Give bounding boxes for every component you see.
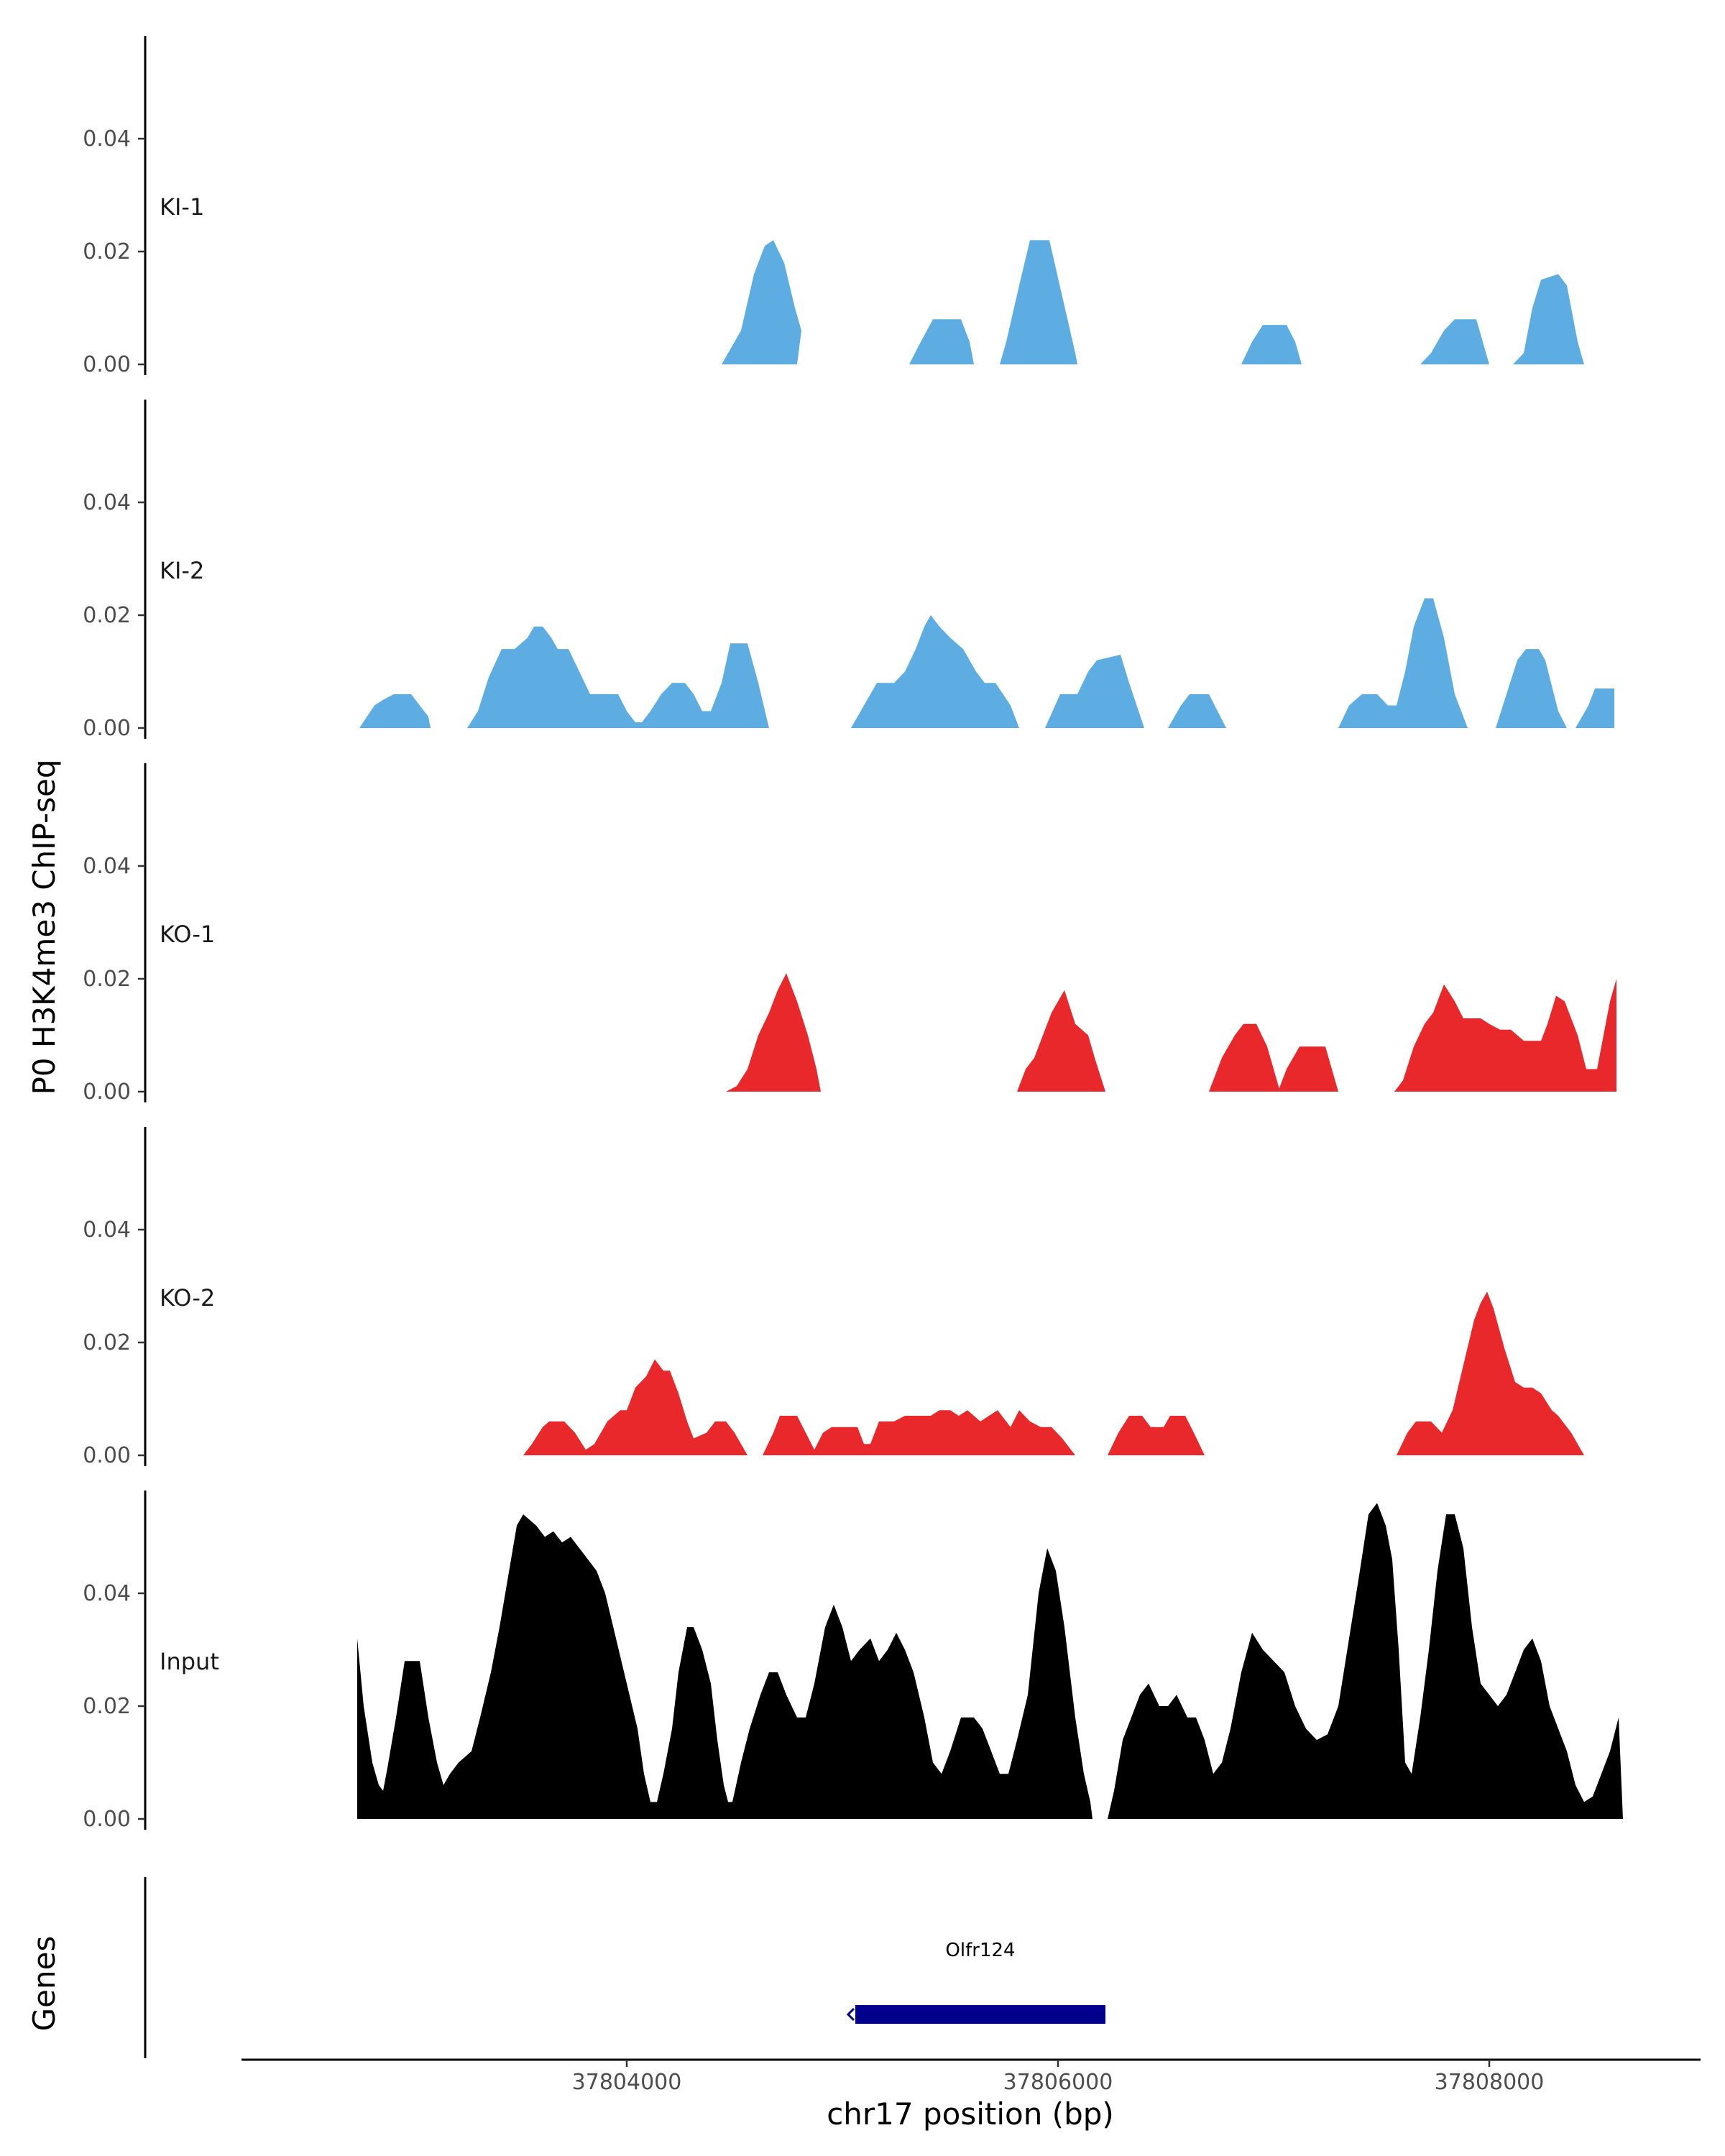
x-axis-title: chr17 position (bp): [827, 2096, 1114, 2132]
signal-area-ki-2: [359, 694, 431, 728]
x-tick-label: 37806000: [1003, 2070, 1113, 2095]
y-tick-label: 0.00: [83, 352, 131, 377]
y-tick-label: 0.02: [83, 1330, 131, 1355]
signal-area-ki-2: [1496, 649, 1567, 728]
y-tick-label: 0.04: [83, 854, 131, 879]
y-tick-label: 0.04: [83, 1581, 131, 1606]
signal-area-ki-1: [722, 240, 801, 364]
signal-area-ko-2: [523, 1359, 748, 1455]
gene-label: Olfr124: [945, 1940, 1015, 1961]
y-tick-label: 0.00: [83, 1443, 131, 1468]
gene-body: [855, 2005, 1105, 2024]
track-label: KO-1: [160, 921, 215, 948]
signal-area-ko-2: [1108, 1416, 1205, 1455]
signal-area-ki-2: [851, 615, 1019, 728]
x-tick-label: 37808000: [1435, 2070, 1545, 2095]
y-tick-label: 0.04: [83, 126, 131, 152]
y-tick-label: 0.00: [83, 716, 131, 741]
x-tick-label: 37804000: [572, 2070, 682, 2095]
signal-area-ki-1: [1241, 325, 1302, 364]
track-label: Input: [160, 1648, 219, 1675]
signal-area-ki-2: [1045, 655, 1144, 728]
track-ki-2: 0.00 0.02 0.04 KI-2: [83, 400, 1614, 741]
signal-area-ko-2: [763, 1410, 1075, 1455]
y-tick-label: 0.04: [83, 490, 131, 515]
signal-area-ki-1: [1420, 319, 1489, 364]
signal-area-ki-1: [1513, 274, 1584, 364]
y-tick-label: 0.00: [83, 1079, 131, 1105]
signal-area-input: [1108, 1503, 1623, 1819]
signal-area-ki-2: [1168, 694, 1226, 728]
track-label: KI-2: [160, 557, 204, 584]
signal-area-ko-1: [1278, 1046, 1338, 1092]
track-ko-2: 0.00 0.02 0.04 KO-2: [83, 1127, 1584, 1468]
signal-area-ki-2: [1338, 598, 1468, 728]
y-tick-label: 0.02: [83, 603, 131, 628]
y-tick-label: 0.00: [83, 1807, 131, 1832]
signal-area-ko-1: [726, 973, 821, 1092]
genes-layer: Olfr124: [144, 1877, 1105, 2058]
signal-area-ki-2: [1576, 688, 1614, 728]
track-input: 0.00 0.02 0.04 Input: [83, 1491, 1623, 1832]
tracks-layer: 0.00 0.02 0.04 KI-1 0.00 0.02 0.04 KI-2 0.00 0.02…: [83, 36, 1623, 1832]
signal-area-ko-1: [1209, 1023, 1280, 1092]
track-label: KO-2: [160, 1284, 215, 1312]
track-ko-1: 0.00 0.02 0.04 KO-1: [83, 763, 1616, 1105]
signal-area-ko-1: [1394, 979, 1616, 1092]
signal-area-ko-2: [1397, 1291, 1584, 1455]
signal-area-ko-1: [1017, 990, 1105, 1092]
x-axis: 37804000 37806000 37808000: [242, 2058, 1701, 2095]
signal-area-ki-1: [909, 319, 974, 364]
y-tick-label: 0.02: [83, 967, 131, 992]
y-axis-title: P0 H3K4me3 ChIP-seq: [27, 759, 62, 1095]
track-label: KI-1: [160, 193, 204, 221]
genes-track-title: Genes: [27, 1936, 62, 2032]
strand-arrow-icon: [846, 2007, 855, 2022]
y-tick-label: 0.04: [83, 1217, 131, 1243]
track-ki-1: 0.00 0.02 0.04 KI-1: [83, 36, 1584, 377]
signal-area-input: [357, 1514, 1092, 1819]
signal-area-ki-2: [467, 626, 769, 728]
y-tick-label: 0.02: [83, 1694, 131, 1719]
y-tick-label: 0.02: [83, 239, 131, 264]
signal-area-ki-1: [1000, 240, 1077, 364]
